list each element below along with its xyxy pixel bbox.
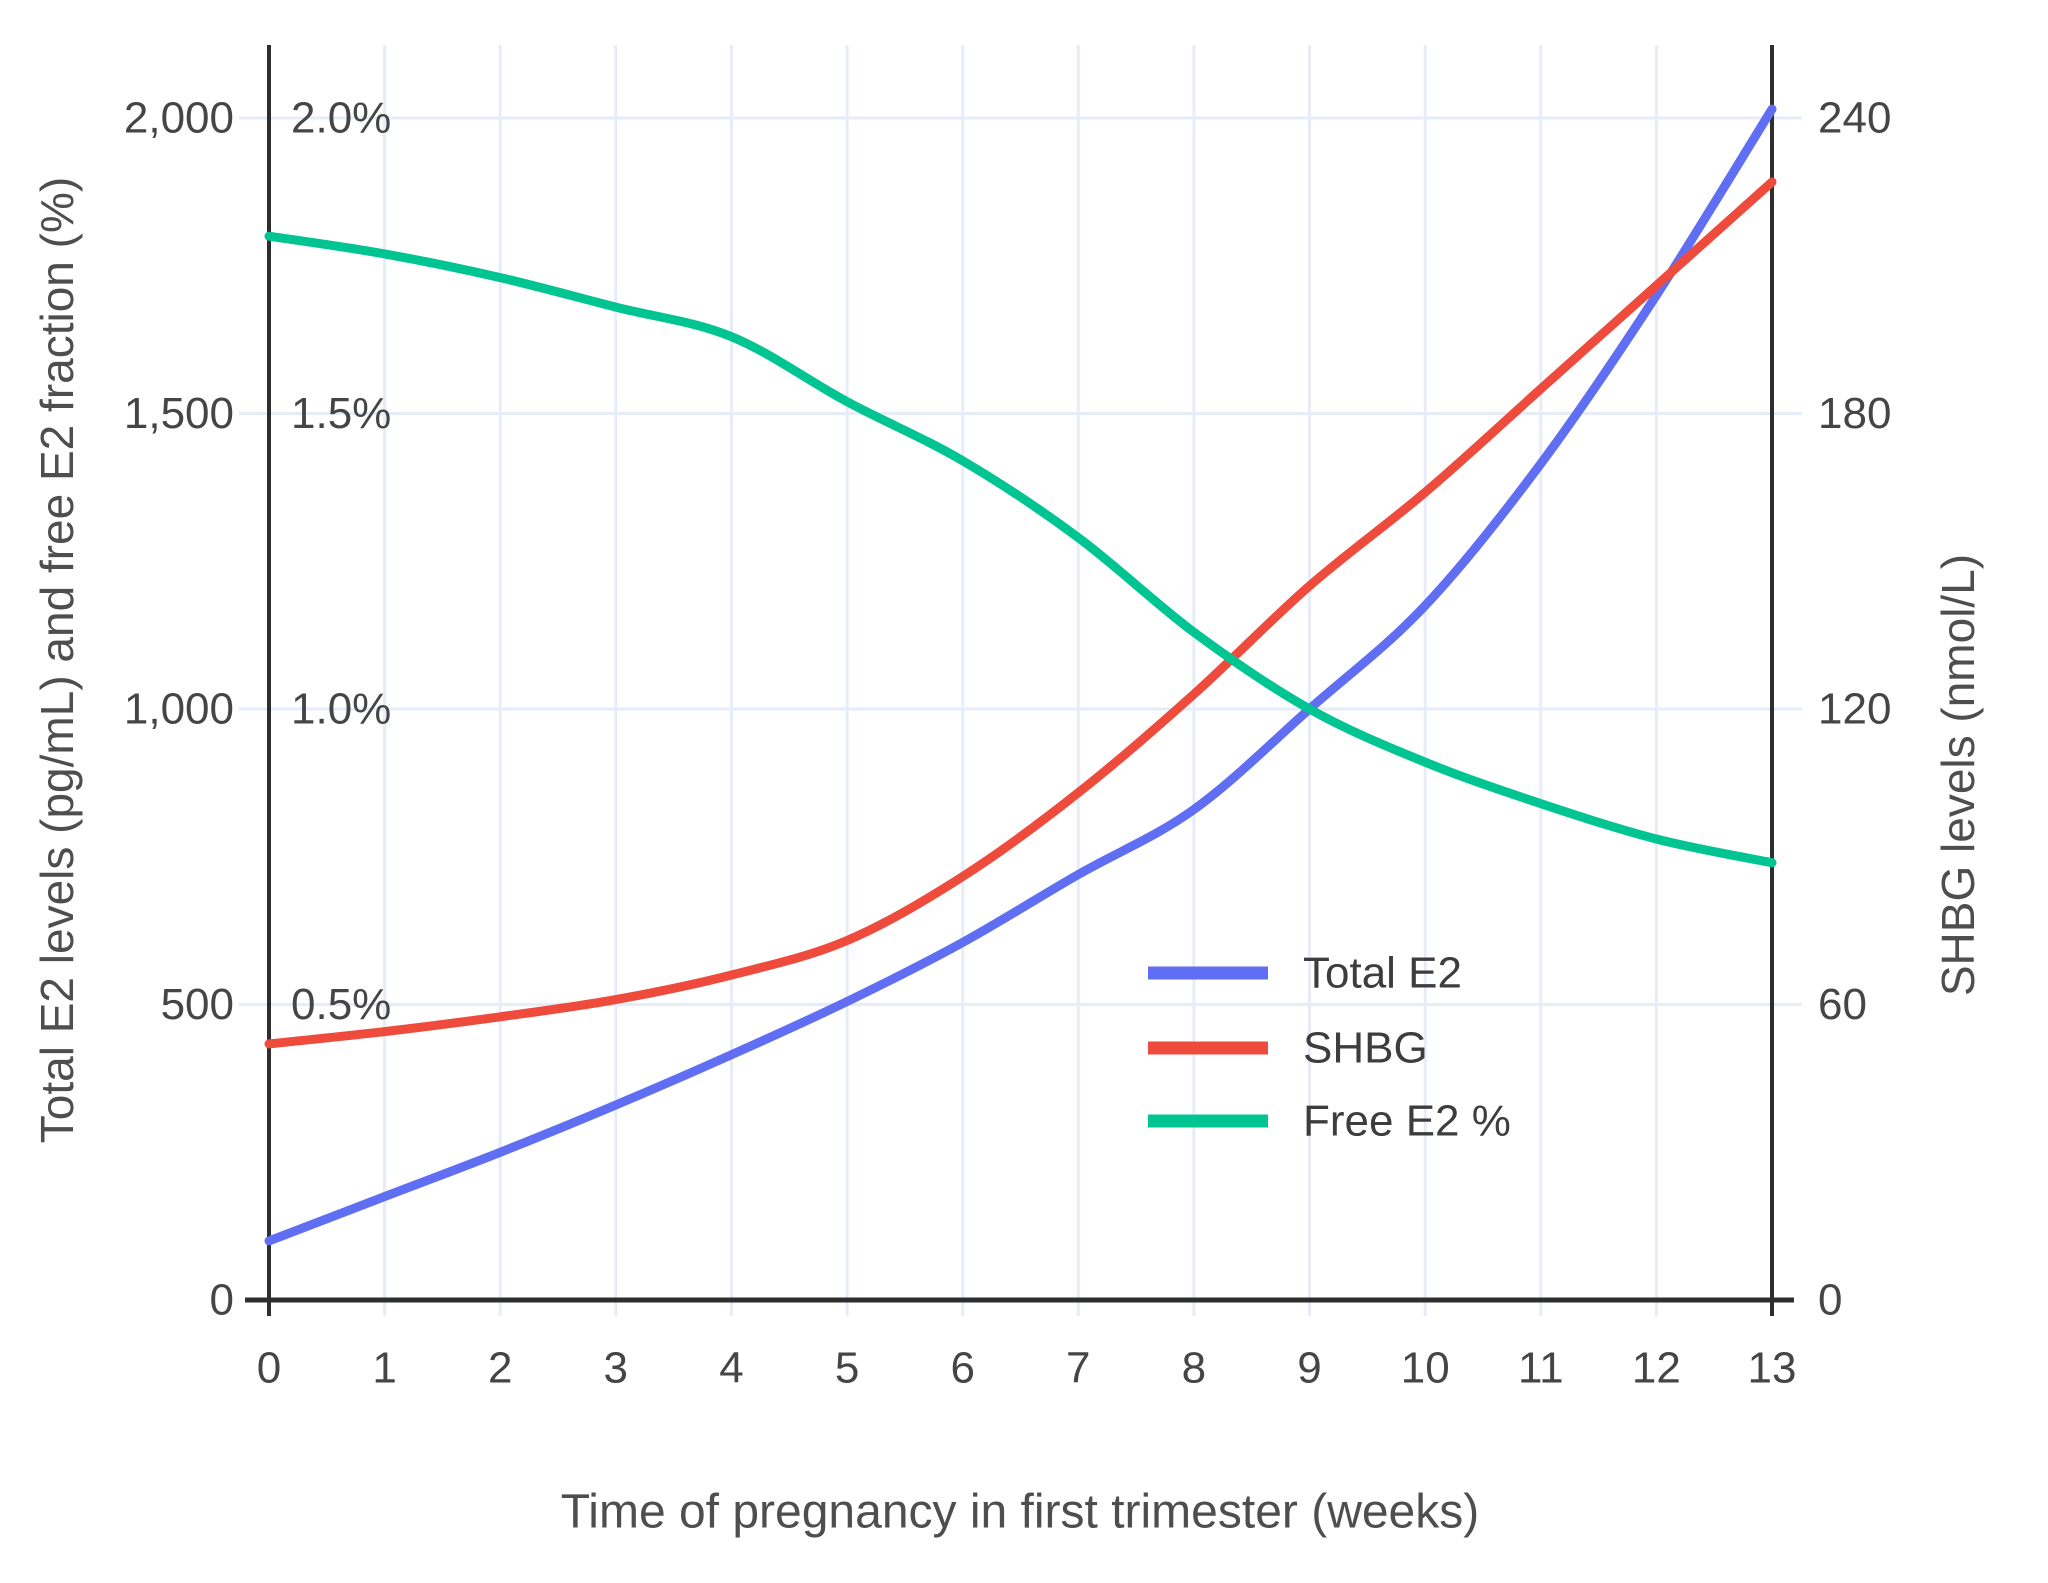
shbg-line[interactable] xyxy=(264,177,1777,1049)
y-left-tick-label: 1,000 xyxy=(124,685,234,734)
percent-tick-label: 1.5% xyxy=(291,389,391,438)
y-right-tick-label: 60 xyxy=(1818,980,1867,1029)
legend-label: Total E2 xyxy=(1303,949,1462,998)
y-right-tick-label: 0 xyxy=(1818,1276,1842,1325)
x-tick-label: 9 xyxy=(1297,1344,1321,1393)
x-tick-label: 5 xyxy=(835,1344,859,1393)
legend-label: SHBG xyxy=(1303,1024,1428,1073)
gridlines xyxy=(239,45,1802,1316)
x-tick-label: 13 xyxy=(1748,1344,1797,1393)
legend: Total E2 SHBG Free E2 % xyxy=(1148,949,1511,1146)
total-e2-line[interactable] xyxy=(264,104,1777,1246)
x-tick-label: 3 xyxy=(604,1344,628,1393)
x-tick-label: 11 xyxy=(1518,1344,1564,1393)
percent-tick-label: 1.0% xyxy=(291,685,391,734)
percent-tick-label: 2.0% xyxy=(291,94,391,143)
y-axis-title-right: SHBG levels (nmol/L) xyxy=(1932,554,1984,996)
legend-item-free-e2-[interactable]: Free E2 % xyxy=(1148,1097,1511,1146)
legend-item-shbg[interactable]: SHBG xyxy=(1148,1024,1428,1073)
x-axis-title: Time of pregnancy in first trimester (we… xyxy=(561,1486,1479,1539)
x-tick-label: 0 xyxy=(257,1344,281,1393)
x-tick-label: 2 xyxy=(488,1344,512,1393)
x-tick-label: 7 xyxy=(1066,1344,1090,1393)
tick-labels: 05001,0001,5002,0000.5%1.0%1.5%2.0%06012… xyxy=(124,94,1892,1393)
percent-tick-label: 0.5% xyxy=(291,980,391,1029)
x-tick-label: 8 xyxy=(1182,1344,1206,1393)
y-right-tick-label: 120 xyxy=(1818,685,1891,734)
free-e2--line[interactable] xyxy=(264,231,1777,868)
data-curves xyxy=(264,104,1777,1246)
x-tick-label: 10 xyxy=(1401,1344,1450,1393)
axis-lines xyxy=(245,45,1794,1316)
legend-label: Free E2 % xyxy=(1303,1097,1511,1146)
y-left-tick-label: 500 xyxy=(161,980,234,1029)
y-left-tick-label: 0 xyxy=(210,1276,234,1325)
y-axis-title-left: Total E2 levels (pg/mL) and free E2 frac… xyxy=(31,177,83,1143)
y-left-tick-label: 2,000 xyxy=(124,94,234,143)
y-right-tick-label: 180 xyxy=(1818,389,1891,438)
x-tick-label: 6 xyxy=(950,1344,974,1393)
x-tick-label: 1 xyxy=(372,1344,396,1393)
y-right-tick-label: 240 xyxy=(1818,94,1891,143)
x-tick-label: 4 xyxy=(719,1344,743,1393)
y-left-tick-label: 1,500 xyxy=(124,389,234,438)
legend-item-total-e2[interactable]: Total E2 xyxy=(1148,949,1462,998)
x-tick-label: 12 xyxy=(1632,1344,1681,1393)
